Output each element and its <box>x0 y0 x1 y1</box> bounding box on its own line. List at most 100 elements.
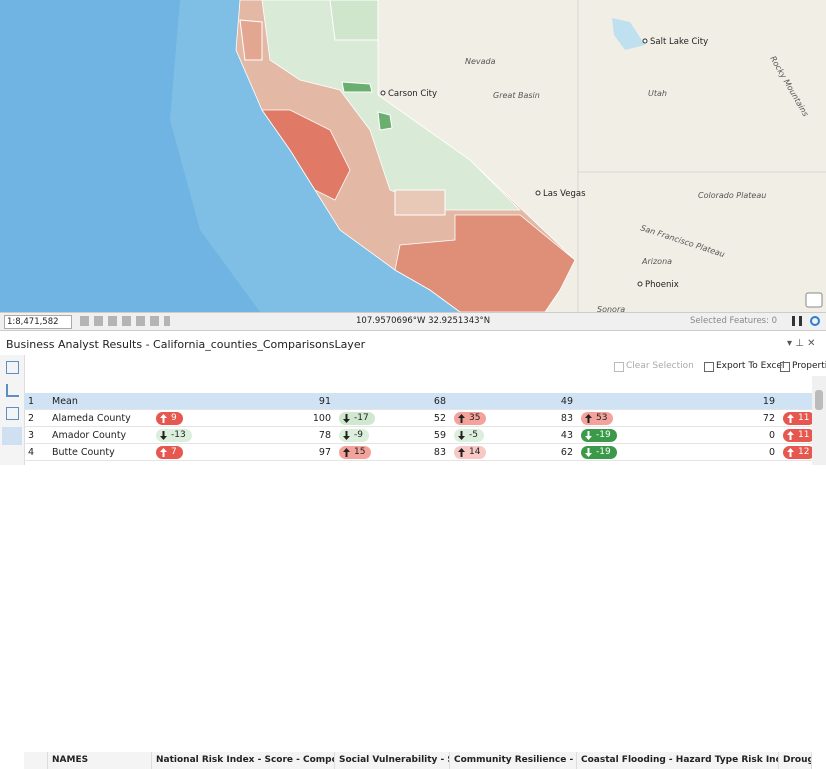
diff-chip: -17 <box>339 412 375 425</box>
table-row[interactable]: 2 Alameda County 9 100 -17 52 35 83 53 72 11 <box>24 410 816 427</box>
table-row[interactable]: 3 Amador County -13 78 -9 59 -5 43 -19 0 11 <box>24 427 816 444</box>
status-bar: 1:8,471,582 107.9570696°W 32.9251343°N S… <box>0 312 826 330</box>
counties-south <box>394 214 576 312</box>
trend-arrow <box>787 448 794 457</box>
diff-chip: 53 <box>581 412 614 425</box>
pause-button[interactable] <box>792 316 802 326</box>
scroll-thumb[interactable] <box>815 390 823 410</box>
county <box>341 81 373 93</box>
trend-arrow <box>787 431 794 440</box>
row-number: 3 <box>28 430 35 441</box>
map-label: Colorado Plateau <box>698 191 766 200</box>
diff-value: 53 <box>596 413 608 423</box>
diff-chip: 7 <box>156 446 183 459</box>
cell-value: 68 <box>433 396 446 407</box>
column-header[interactable]: Coastal Flooding - Hazard Type Risk Inde… <box>577 752 779 769</box>
row-name: Mean <box>52 396 78 407</box>
diff-chip: 11 <box>783 412 816 425</box>
column-header[interactable]: National Risk Index - Score - Composite <box>152 752 335 769</box>
cell-value: 72 <box>762 413 775 424</box>
county <box>239 19 263 61</box>
column-header[interactable]: NAMES <box>48 752 152 769</box>
tool-icon[interactable] <box>6 407 19 420</box>
diff-value: -9 <box>354 430 363 440</box>
panel-title: Business Analyst Results - California_co… <box>6 338 366 351</box>
trend-arrow <box>585 448 592 457</box>
map-label: Utah <box>648 89 667 98</box>
diff-chip: -13 <box>156 429 192 442</box>
trend-arrow <box>585 414 592 423</box>
cell-value: 91 <box>318 396 331 407</box>
city-dot <box>380 90 386 96</box>
toolbar-button[interactable]: Properties <box>780 359 826 373</box>
table-tool-active[interactable] <box>2 427 22 445</box>
diff-chip: 9 <box>156 412 183 425</box>
diff-value: 11 <box>798 430 810 440</box>
table-toolbar: Clear Selection Export To ExcelProperties <box>600 359 826 373</box>
diff-chip: 11 <box>783 429 816 442</box>
trend-arrow <box>787 414 794 423</box>
diff-chip: 14 <box>454 446 487 459</box>
county <box>329 0 379 41</box>
trend-arrow <box>343 414 350 423</box>
row-name: Alameda County <box>52 413 131 424</box>
scale-box[interactable]: 1:8,471,582 <box>4 315 72 329</box>
diff-chip: 35 <box>454 412 487 425</box>
city-dot <box>535 190 541 196</box>
column-header[interactable]: Community Resilience - Score <box>450 752 577 769</box>
diff-value: 9 <box>171 413 177 423</box>
diff-chip: -5 <box>454 429 484 442</box>
county <box>377 111 393 131</box>
selected-features: Selected Features: 0 <box>690 316 778 326</box>
row-number: 2 <box>28 413 35 424</box>
tool-icon[interactable] <box>6 361 19 374</box>
diff-value: -17 <box>354 413 369 423</box>
diff-value: 35 <box>469 413 481 423</box>
cell-value: 78 <box>318 430 331 441</box>
diff-value: 14 <box>469 447 481 457</box>
chat-icon[interactable] <box>805 292 823 308</box>
column-header[interactable]: Social Vulnerability - Score <box>335 752 450 769</box>
city-dot <box>642 38 648 44</box>
cell-value: 0 <box>768 447 775 458</box>
cell-value: 100 <box>312 413 331 424</box>
header-corner <box>24 752 48 769</box>
diff-chip: 15 <box>339 446 372 459</box>
scrollbar[interactable] <box>812 376 826 465</box>
diff-chip: -19 <box>581 429 617 442</box>
cell-value: 97 <box>318 447 331 458</box>
row-number: 4 <box>28 447 35 458</box>
diff-value: 7 <box>171 447 177 457</box>
map-tools[interactable] <box>80 316 170 326</box>
column-header[interactable]: Drough <box>779 752 812 769</box>
trend-arrow <box>160 414 167 423</box>
coordinates: 107.9570696°W 32.9251343°N <box>356 316 491 326</box>
map[interactable]: Salt Lake City Nevada Carson City Great Bas… <box>0 0 826 312</box>
tool-icon[interactable] <box>6 384 19 397</box>
deep-ocean <box>0 0 260 312</box>
panel-controls[interactable]: ▾ ⊥ ✕ <box>787 338 816 349</box>
diff-chip: 12 <box>783 446 816 459</box>
diff-value: -13 <box>171 430 186 440</box>
table-row[interactable]: 4 Butte County 7 97 15 83 14 62 -19 0 12 <box>24 444 816 461</box>
refresh-button[interactable] <box>810 316 820 326</box>
diff-value: 15 <box>354 447 366 457</box>
map-label: Phoenix <box>645 280 679 290</box>
row-number: 1 <box>28 396 35 407</box>
toolbar-button[interactable]: Clear Selection <box>614 359 694 373</box>
toolbar-button[interactable]: Export To Excel <box>704 359 785 373</box>
row-name: Amador County <box>52 430 127 441</box>
trend-arrow <box>585 431 592 440</box>
diff-value: -19 <box>596 430 611 440</box>
map-label: Nevada <box>465 57 496 66</box>
city-dot <box>637 281 643 287</box>
diff-chip: -9 <box>339 429 369 442</box>
table-row[interactable]: 1 Mean 91 68 49 19 <box>24 393 812 410</box>
map-label: Salt Lake City <box>650 37 708 47</box>
map-label: Great Basin <box>493 91 540 100</box>
cell-value: 43 <box>560 430 573 441</box>
cell-value: 52 <box>433 413 446 424</box>
diff-value: -19 <box>596 447 611 457</box>
diff-value: 11 <box>798 413 810 423</box>
